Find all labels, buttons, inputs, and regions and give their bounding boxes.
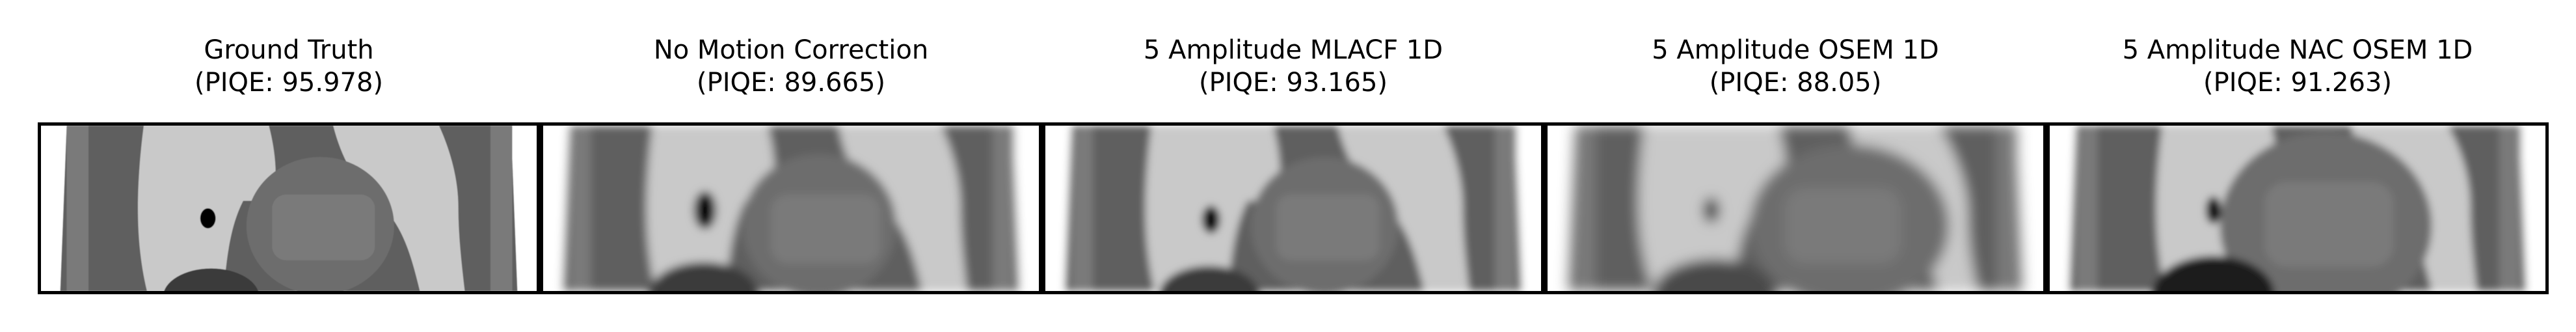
ct-image — [2050, 126, 2545, 291]
panel-title: 5 Amplitude OSEM 1D — [1652, 35, 1939, 65]
image-frame — [1042, 122, 1544, 294]
panel-title: 5 Amplitude NAC OSEM 1D — [2122, 35, 2473, 65]
panel-no-motion-correction: No Motion Correction (PIQE: 89.665) — [540, 0, 1042, 332]
panel-subtitle: (PIQE: 89.665) — [696, 68, 886, 98]
panel-title: No Motion Correction — [653, 35, 929, 65]
image-frame — [540, 122, 1042, 294]
panel-subtitle: (PIQE: 95.978) — [194, 68, 384, 98]
ct-image — [543, 126, 1039, 291]
ct-image — [1045, 126, 1541, 291]
image-frame — [2046, 122, 2549, 294]
panel-subtitle: (PIQE: 91.263) — [2203, 68, 2393, 98]
ct-image — [41, 126, 537, 291]
panel-subtitle: (PIQE: 93.165) — [1198, 68, 1388, 98]
image-frame — [38, 122, 540, 294]
panel-title: Ground Truth — [204, 35, 374, 65]
panel-mlacf: 5 Amplitude MLACF 1D (PIQE: 93.165) — [1042, 0, 1544, 332]
ct-image — [1548, 126, 2043, 291]
panel-osem: 5 Amplitude OSEM 1D (PIQE: 88.05) — [1544, 0, 2046, 332]
panel-ground-truth: Ground Truth (PIQE: 95.978) — [38, 0, 540, 332]
image-frame — [1544, 122, 2046, 294]
panel-title: 5 Amplitude MLACF 1D — [1143, 35, 1443, 65]
panel-nac-osem: 5 Amplitude NAC OSEM 1D (PIQE: 91.263) — [2046, 0, 2549, 332]
panel-subtitle: (PIQE: 88.05) — [1709, 68, 1882, 98]
